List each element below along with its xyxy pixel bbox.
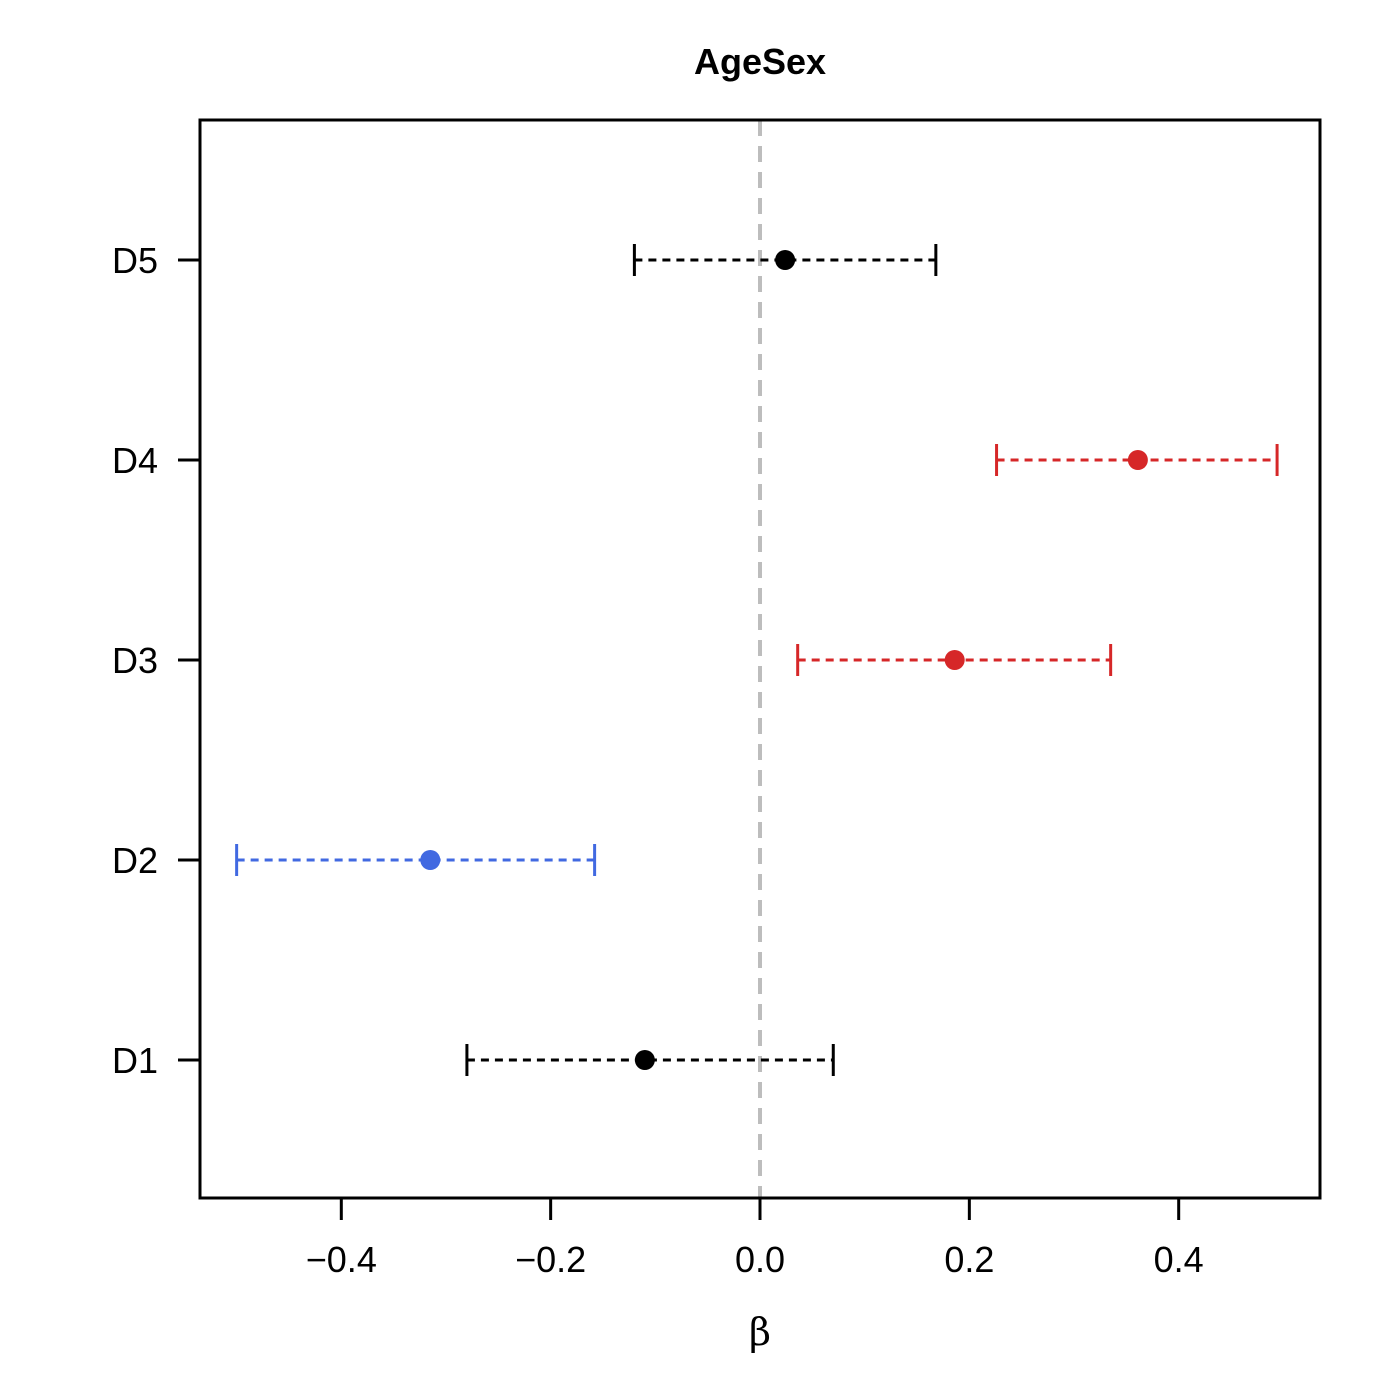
x-tick-label: 0.4 xyxy=(1154,1239,1204,1280)
estimate-d4 xyxy=(995,444,1279,476)
plot-layer xyxy=(235,120,1279,1198)
estimate-d5 xyxy=(632,244,938,276)
x-tick-label: −0.2 xyxy=(515,1239,586,1280)
estimate-d3 xyxy=(796,644,1113,676)
y-tick-label-d1: D1 xyxy=(112,1040,158,1081)
point-estimate xyxy=(634,1050,655,1070)
point-estimate xyxy=(775,250,796,270)
x-tick-label: 0.2 xyxy=(944,1239,994,1280)
estimate-d2 xyxy=(235,844,597,876)
point-estimate xyxy=(420,850,441,870)
y-tick-label-d2: D2 xyxy=(112,840,158,881)
y-tick-label-d5: D5 xyxy=(112,240,158,281)
y-tick-label-d3: D3 xyxy=(112,640,158,681)
x-tick-label: 0.0 xyxy=(735,1239,785,1280)
x-axis-label: β xyxy=(749,1310,771,1354)
x-tick-label: −0.4 xyxy=(306,1239,377,1280)
estimate-d1 xyxy=(465,1044,835,1076)
y-tick-label-d4: D4 xyxy=(112,440,158,481)
chart-title: AgeSex xyxy=(694,41,826,82)
point-estimate xyxy=(1127,450,1148,470)
point-estimate xyxy=(944,650,965,670)
